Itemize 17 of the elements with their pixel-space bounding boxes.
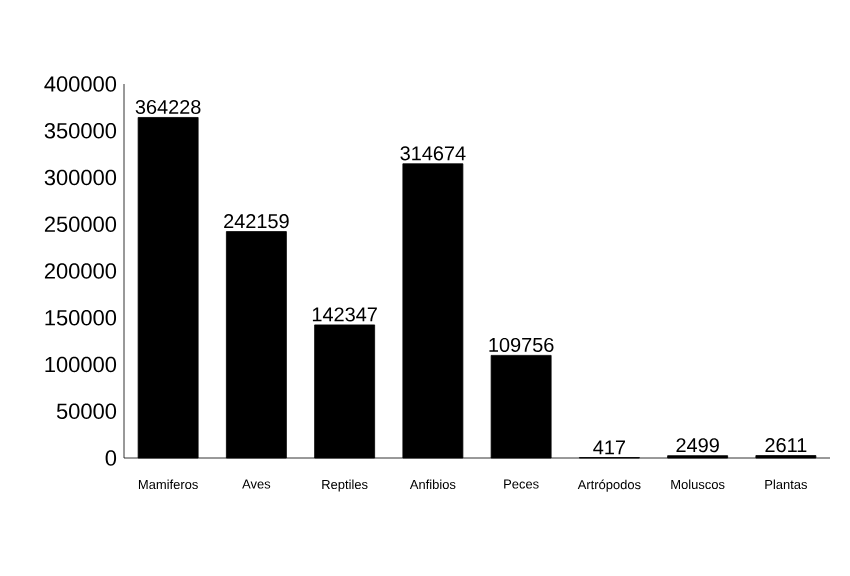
y-tick-label: 400000 bbox=[44, 76, 117, 92]
y-tick-label: 150000 bbox=[45, 310, 117, 326]
data-label: 109756 bbox=[489, 337, 554, 352]
data-label: 417 bbox=[593, 440, 626, 455]
data-label: 2611 bbox=[765, 438, 807, 453]
data-label: 242159 bbox=[224, 214, 289, 229]
y-tick-label: 100000 bbox=[45, 356, 117, 373]
y-tick-label: 0 bbox=[105, 450, 117, 466]
y-tick-label: 300000 bbox=[44, 169, 117, 186]
y-tick-label: 250000 bbox=[44, 216, 117, 233]
y-tick-label: 50000 bbox=[56, 403, 117, 420]
y-tick-label: 350000 bbox=[44, 123, 117, 139]
data-label: 364228 bbox=[135, 99, 201, 115]
data-label: 142347 bbox=[312, 307, 377, 322]
data-label: 2499 bbox=[676, 438, 719, 453]
data-label: 314674 bbox=[400, 146, 466, 161]
y-tick-label: 200000 bbox=[44, 263, 117, 279]
